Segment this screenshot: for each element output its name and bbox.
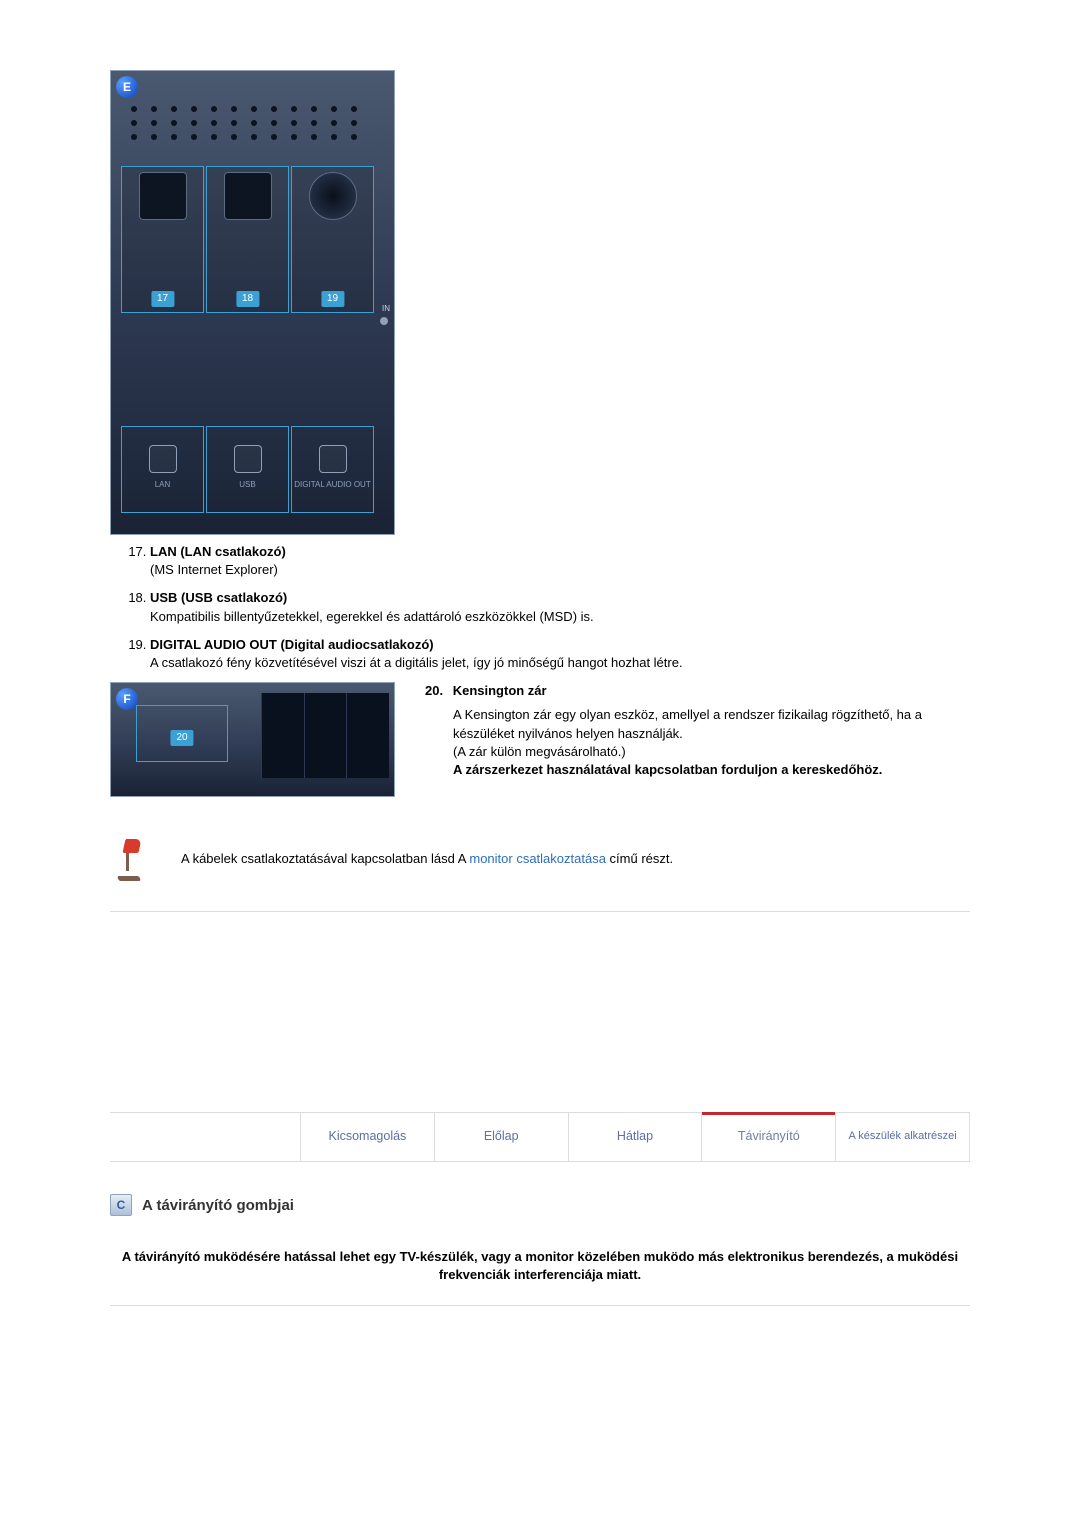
port-label-usb: USB — [206, 426, 289, 513]
note-text: A kábelek csatlakoztatásával kapcsolatba… — [181, 850, 673, 868]
tab-spacer — [110, 1113, 301, 1161]
item-body-line: (A zár külön megvásárolható.) — [453, 744, 626, 759]
list-item-17: LAN (LAN csatlakozó) (MS Internet Explor… — [150, 543, 970, 579]
callout-19: 19 — [321, 291, 344, 307]
port-row: 17 18 19 — [121, 166, 374, 313]
remote-warning: A távirányító muködésére hatással lehet … — [110, 1248, 970, 1284]
rear-panel-image-e: E 17 18 19 LAN — [110, 70, 395, 535]
usb-port-icon — [224, 172, 272, 220]
item-title: LAN (LAN csatlakozó) — [150, 544, 286, 559]
port-label-text: LAN — [155, 480, 171, 489]
callout-18: 18 — [236, 291, 259, 307]
page: E 17 18 19 LAN — [0, 0, 1080, 1396]
connector-list: LAN (LAN csatlakozó) (MS Internet Explor… — [110, 543, 970, 672]
item-title: USB (USB csatlakozó) — [150, 590, 287, 605]
vent-dot-grid — [131, 106, 357, 140]
port-cell-19: 19 — [291, 166, 374, 313]
callout-20: 20 — [170, 730, 193, 746]
c-badge-icon: C — [110, 1194, 132, 1216]
callout-17: 17 — [151, 291, 174, 307]
kensington-callout-box: 20 — [136, 705, 228, 762]
monitor-connection-link[interactable]: monitor csatlakoztatása — [469, 851, 606, 866]
in-dot-icon — [380, 317, 388, 325]
list-item-19: DIGITAL AUDIO OUT (Digital audiocsatlako… — [150, 636, 970, 672]
rear-panel-image-f: F 20 — [110, 682, 395, 797]
tab-unpacking[interactable]: Kicsomagolás — [301, 1113, 435, 1161]
tab-rear[interactable]: Hátlap — [569, 1113, 703, 1161]
item-body: A Kensington zár egy olyan eszköz, amell… — [453, 706, 970, 779]
divider — [110, 1305, 970, 1306]
kensington-row: F 20 20. Kensington zár A Kensington zár… — [110, 682, 970, 797]
item-20: 20. Kensington zár A Kensington zár egy … — [425, 682, 970, 797]
section-heading-row: C A távirányító gombjai — [110, 1194, 970, 1216]
port-label-text: USB — [239, 480, 255, 489]
item-title: DIGITAL AUDIO OUT (Digital audiocsatlako… — [150, 637, 434, 652]
note-suffix: című részt. — [606, 851, 673, 866]
list-item-18: USB (USB csatlakozó) Kompatibilis billen… — [150, 589, 970, 625]
badge-f: F — [116, 688, 138, 710]
tab-front[interactable]: Előlap — [435, 1113, 569, 1161]
pin-icon — [110, 837, 146, 881]
item-body-line: A Kensington zár egy olyan eszköz, amell… — [453, 707, 922, 740]
digital-audio-icon — [319, 445, 347, 473]
port-label-lan: LAN — [121, 426, 204, 513]
tab-accessories[interactable]: A készülék alkatrészei — [836, 1113, 970, 1161]
tab-bar: Kicsomagolás Előlap Hátlap Távirányító A… — [110, 1112, 970, 1162]
kensington-slot-graphic — [261, 693, 389, 778]
item-body-strong: A zárszerkezet használatával kapcsolatba… — [453, 762, 882, 777]
item-number: 20. — [425, 683, 443, 698]
lan-icon — [149, 445, 177, 473]
note-prefix: A kábelek csatlakoztatásával kapcsolatba… — [181, 851, 469, 866]
item-title: Kensington zár — [453, 683, 547, 698]
port-cell-17: 17 — [121, 166, 204, 313]
item-body: Kompatibilis billentyűzetekkel, egerekke… — [150, 609, 594, 624]
port-cell-18: 18 — [206, 166, 289, 313]
divider — [110, 911, 970, 912]
badge-e: E — [116, 76, 138, 98]
port-label-text: DIGITAL AUDIO OUT — [294, 480, 370, 489]
digital-audio-port-icon — [309, 172, 357, 220]
item-body: A csatlakozó fény közvetítésével viszi á… — [150, 655, 683, 670]
port-label-row: LAN USB DIGITAL AUDIO OUT — [121, 426, 374, 513]
port-label-digital-audio: DIGITAL AUDIO OUT — [291, 426, 374, 513]
lan-port-icon — [139, 172, 187, 220]
in-mark: IN — [382, 303, 390, 314]
tab-remote[interactable]: Távirányító — [702, 1113, 836, 1161]
note-row: A kábelek csatlakoztatásával kapcsolatba… — [110, 837, 970, 881]
section-heading: A távirányító gombjai — [142, 1195, 294, 1216]
item-body: (MS Internet Explorer) — [150, 562, 278, 577]
usb-icon — [234, 445, 262, 473]
